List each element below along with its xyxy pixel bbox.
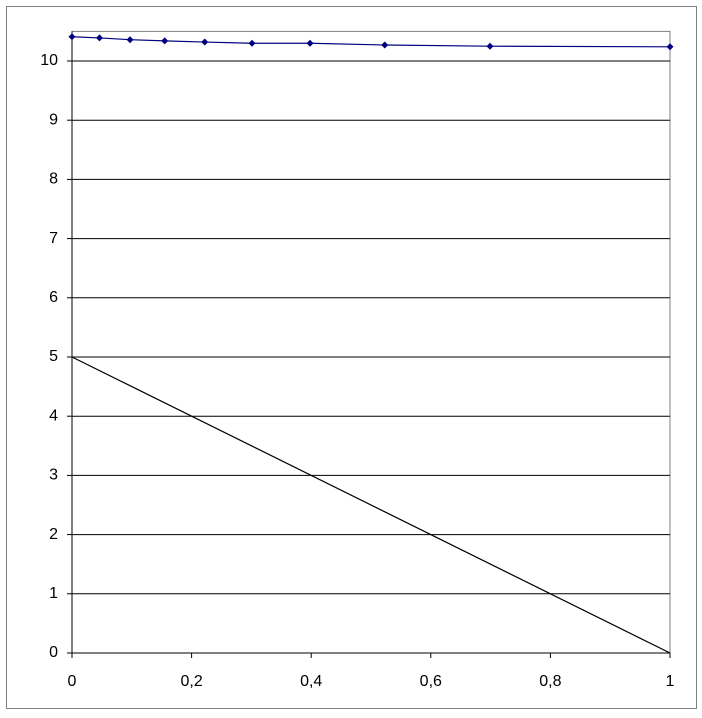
x-tick-label: 0,8 xyxy=(539,673,561,690)
y-tick-label: 6 xyxy=(49,289,58,306)
x-tick-label: 0,6 xyxy=(420,673,442,690)
y-tick-label: 3 xyxy=(49,467,58,484)
data-point xyxy=(248,39,256,47)
y-tick-label: 0 xyxy=(49,644,58,661)
y-tick-label: 7 xyxy=(49,230,58,247)
data-point xyxy=(381,41,389,49)
data-point xyxy=(486,42,494,50)
data-point xyxy=(96,34,104,42)
series-line xyxy=(71,36,671,48)
y-tick-label: 5 xyxy=(49,348,58,365)
x-tick-label: 0,2 xyxy=(180,673,202,690)
series-line xyxy=(71,356,671,654)
data-point xyxy=(68,33,76,41)
y-tick-label: 9 xyxy=(49,111,58,128)
y-tick-label: 10 xyxy=(40,52,58,69)
data-point xyxy=(666,43,674,51)
data-point xyxy=(126,36,134,44)
data-point xyxy=(201,38,209,46)
data-point xyxy=(306,39,314,47)
y-tick-label: 4 xyxy=(49,407,58,424)
y-tick-label: 2 xyxy=(49,526,58,543)
x-tick-label: 0,4 xyxy=(300,673,322,690)
data-point xyxy=(161,37,169,45)
x-tick-label: 1 xyxy=(666,673,675,690)
y-tick-label: 1 xyxy=(49,585,58,602)
y-tick-label: 8 xyxy=(49,171,58,188)
x-tick-label: 0 xyxy=(68,673,77,690)
